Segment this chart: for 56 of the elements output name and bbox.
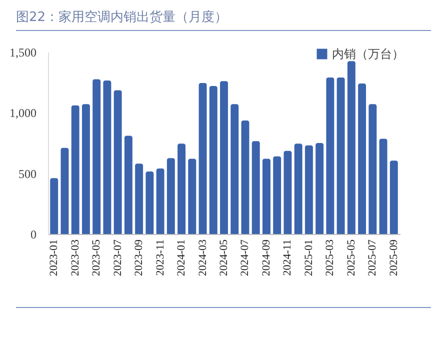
bar xyxy=(178,144,186,234)
bar xyxy=(188,158,196,234)
x-tick-label: 2024-07 xyxy=(239,239,252,276)
x-tick-label: 2024-03 xyxy=(196,239,209,276)
chart-title: 图22：家用空调内销出货量（月度） xyxy=(16,9,229,27)
x-tick-label: 2025-05 xyxy=(345,239,358,276)
x-tick-label: 2024-09 xyxy=(260,239,272,276)
x-tick-label: 2023-09 xyxy=(133,239,146,276)
x-tick-label: 2024-01 xyxy=(176,240,188,276)
bar xyxy=(209,86,218,234)
legend-label: 内销（万台） xyxy=(332,47,404,61)
x-tick-label: 2024-05 xyxy=(218,239,230,276)
bar xyxy=(241,120,250,234)
bar xyxy=(304,145,313,234)
bar xyxy=(220,81,228,234)
x-tick-label: 2023-03 xyxy=(69,239,82,276)
x-tick-label: 2023-07 xyxy=(112,239,124,276)
bar xyxy=(358,84,366,234)
bar xyxy=(114,90,122,234)
bar xyxy=(294,144,302,234)
bar xyxy=(390,160,398,234)
bar xyxy=(273,156,282,234)
x-tick-label: 2025-01 xyxy=(302,240,315,276)
x-tick-label: 2023-01 xyxy=(48,240,60,276)
y-tick-label: 0 xyxy=(30,228,36,242)
bar xyxy=(156,168,164,234)
bar xyxy=(60,148,69,234)
bar xyxy=(50,178,58,234)
y-tick-label: 1,500 xyxy=(10,46,36,60)
bar xyxy=(146,172,154,234)
y-tick-label: 500 xyxy=(18,166,36,181)
bar xyxy=(135,164,144,234)
bar xyxy=(82,104,90,234)
bar xyxy=(252,141,260,234)
x-tick-label: 2023-05 xyxy=(90,239,103,276)
bar xyxy=(262,158,270,234)
bar xyxy=(379,138,388,234)
bar xyxy=(368,104,377,234)
bar xyxy=(124,136,132,234)
y-tick-label: 1,000 xyxy=(10,106,36,120)
bar xyxy=(198,82,207,234)
bar xyxy=(92,79,101,234)
bar xyxy=(326,77,334,234)
x-tick-label: 2025-09 xyxy=(388,239,400,276)
x-tick-label: 2025-03 xyxy=(324,239,336,276)
bar xyxy=(316,143,324,234)
bar xyxy=(230,104,239,234)
x-tick-label: 2025-07 xyxy=(366,239,379,276)
x-tick-label: 2023-11 xyxy=(154,240,166,276)
bar xyxy=(166,158,175,234)
bar xyxy=(284,150,292,234)
x-tick-label: 2024-11 xyxy=(282,240,294,276)
bar xyxy=(336,77,345,234)
bar xyxy=(103,80,112,234)
bar xyxy=(71,105,80,234)
bar xyxy=(347,61,356,234)
